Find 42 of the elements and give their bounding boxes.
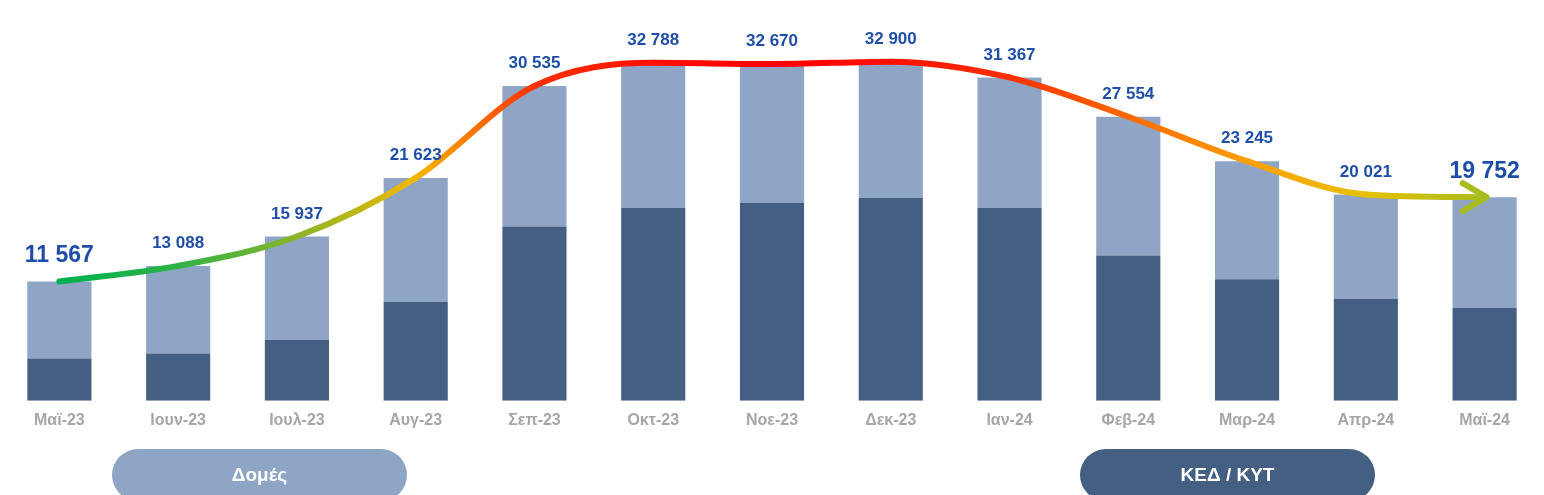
bar xyxy=(27,358,92,401)
data-label: 23 245 xyxy=(1221,128,1274,148)
bar xyxy=(264,339,329,401)
data-label: 32 788 xyxy=(627,29,680,49)
bar xyxy=(1452,308,1517,401)
data-label: 32 900 xyxy=(864,28,917,48)
bar xyxy=(858,197,923,401)
data-label: 32 670 xyxy=(746,31,798,51)
x-tick-label: Δεκ-23 xyxy=(865,410,917,428)
x-tick-label: Ιουν-23 xyxy=(150,410,207,428)
x-tick-label: Ιουλ-23 xyxy=(269,410,325,428)
text: ΚΕΔ / ΚΥΤ xyxy=(1080,449,1375,495)
x-tick-label: Απρ-24 xyxy=(1337,410,1395,428)
bar xyxy=(146,353,211,401)
data-label: 13 088 xyxy=(152,233,205,253)
x-tick-label: Ιαν-24 xyxy=(986,410,1033,428)
x-tick-label: Σεπ-23 xyxy=(508,410,561,428)
bar xyxy=(739,202,805,401)
data-label: 30 535 xyxy=(508,53,561,73)
data-label: 19 752 xyxy=(1449,157,1520,184)
text: Δομές xyxy=(112,449,407,495)
x-tick-label: Οκτ-23 xyxy=(627,410,680,428)
bar xyxy=(1215,279,1280,401)
x-tick-label: Αυγ-23 xyxy=(389,410,443,428)
data-label: 31 367 xyxy=(983,44,1036,64)
data-label: 21 623 xyxy=(389,145,442,165)
bar xyxy=(621,208,686,401)
data-label: 20 021 xyxy=(1339,161,1392,181)
data-label: 11 567 xyxy=(24,241,94,268)
bar xyxy=(1452,197,1517,309)
bar xyxy=(977,208,1042,401)
x-tick-label: Φεβ-24 xyxy=(1101,410,1156,428)
x-tick-label: Μαρ-24 xyxy=(1218,410,1276,428)
bar xyxy=(1333,298,1398,401)
data-label: 15 937 xyxy=(270,203,323,223)
bar xyxy=(383,301,448,401)
x-tick-label: Μαϊ-24 xyxy=(1459,410,1511,428)
x-tick-label: Μαϊ-23 xyxy=(34,410,85,428)
bar xyxy=(1096,255,1161,401)
data-label: 27 554 xyxy=(1102,83,1155,103)
x-tick-label: Νοε-23 xyxy=(745,410,799,428)
bar xyxy=(502,226,567,401)
